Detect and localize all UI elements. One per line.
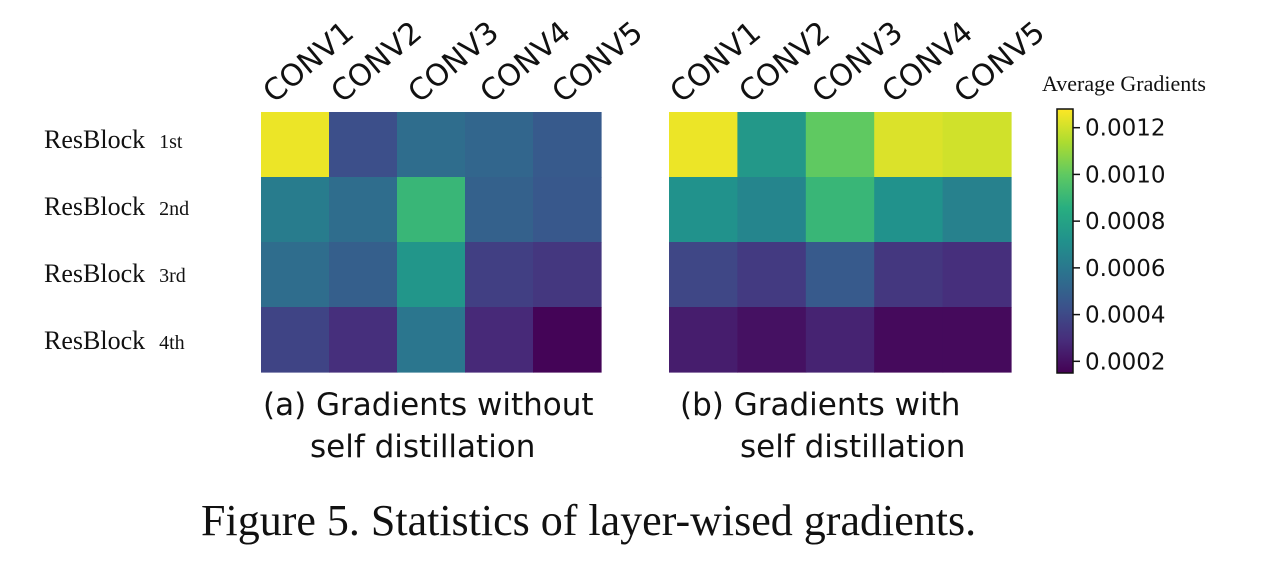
row-label: ResBlock 1st — [44, 125, 183, 154]
colorbar-tick-label: 0.0004 — [1085, 303, 1165, 329]
colorbar-gradient — [1056, 108, 1074, 374]
heatmap-cell — [737, 112, 807, 178]
heatmap-cell — [533, 307, 602, 373]
heatmap-cell — [533, 112, 602, 178]
heatmap-cell — [397, 307, 466, 373]
colorbar-ticks: 0.0002 0.0004 0.0006 0.0008 0.0010 0.0012 — [1073, 116, 1165, 375]
heatmap-cell — [737, 177, 807, 243]
panel-a-column-labels: CONV1 CONV2 CONV3 CONV4 CONV5 — [257, 15, 650, 110]
heatmap-cell — [261, 242, 330, 308]
colorbar-tick-label: 0.0012 — [1085, 116, 1165, 142]
row-label: ResBlock 3rd — [44, 259, 186, 288]
heatmap-cell — [805, 242, 875, 308]
heatmap-cell — [669, 177, 738, 243]
heatmap-cell — [942, 112, 1012, 178]
heatmap-cell — [465, 242, 534, 308]
panel-b-caption-line1: (b) Gradients with — [680, 387, 960, 423]
heatmap-cell — [737, 307, 807, 373]
heatmap-cell — [669, 242, 738, 308]
heatmap-cell — [261, 307, 330, 373]
heatmap-cell — [874, 242, 944, 308]
colorbar-label: Average Gradients — [1042, 71, 1206, 96]
heatmap-panel-a: CONV1 CONV2 CONV3 CONV4 CONV5 (a) Gradie… — [257, 15, 650, 465]
heatmap-cell — [397, 177, 466, 243]
colorbar: Average Gradients 0.00020.00040.00060.00… — [1042, 71, 1206, 375]
heatmap-cell — [261, 177, 330, 243]
heatmap-cell — [465, 177, 534, 243]
heatmap-cell — [465, 307, 534, 373]
panel-b-caption-line2: self distillation — [740, 429, 965, 465]
heatmap-cell — [465, 112, 534, 178]
heatmap-cell — [329, 112, 398, 178]
heatmap-cell — [874, 177, 944, 243]
panel-b-column-labels: CONV1 CONV2 CONV3 CONV4 CONV5 — [664, 15, 1052, 110]
heatmap-cell — [669, 307, 738, 373]
heatmap-cell — [942, 307, 1012, 373]
heatmap-panel-b: CONV1 CONV2 CONV3 CONV4 CONV5 (b) Gradie… — [664, 15, 1052, 465]
row-label: ResBlock 2nd — [44, 192, 189, 221]
colorbar-tick-label: 0.0002 — [1085, 349, 1165, 375]
heatmap-cell — [805, 112, 875, 178]
colorbar-tick-label: 0.0010 — [1085, 162, 1165, 188]
heatmap-cell — [942, 177, 1012, 243]
row-labels: ResBlock 1st ResBlock 2nd ResBlock 3rd ResB… — [44, 125, 189, 355]
heatmap-cell — [669, 112, 738, 178]
panel-a-caption-line1: (a) Gradients without — [263, 387, 594, 423]
heatmap-cell — [397, 112, 466, 178]
heatmap-cell — [329, 177, 398, 243]
heatmap-cell — [737, 242, 807, 308]
heatmap-cell — [533, 242, 602, 308]
heatmap-cell — [329, 307, 398, 373]
heatmap-cell — [942, 242, 1012, 308]
heatmap-cell — [874, 307, 944, 373]
panel-b-cells — [669, 112, 1012, 373]
colorbar-tick-label: 0.0006 — [1085, 256, 1165, 282]
heatmap-cell — [805, 177, 875, 243]
heatmap-cell — [329, 242, 398, 308]
heatmap-cell — [874, 112, 944, 178]
heatmap-cell — [397, 242, 466, 308]
figure-caption: Figure 5. Statistics of layer-wised grad… — [201, 496, 976, 545]
panel-a-cells — [261, 112, 602, 373]
colorbar-tick-label: 0.0008 — [1085, 209, 1165, 235]
heatmap-cell — [261, 112, 330, 178]
heatmap-cell — [805, 307, 875, 373]
heatmap-cell — [533, 177, 602, 243]
row-label: ResBlock 4th — [44, 326, 185, 355]
panel-a-caption-line2: self distillation — [310, 429, 535, 465]
